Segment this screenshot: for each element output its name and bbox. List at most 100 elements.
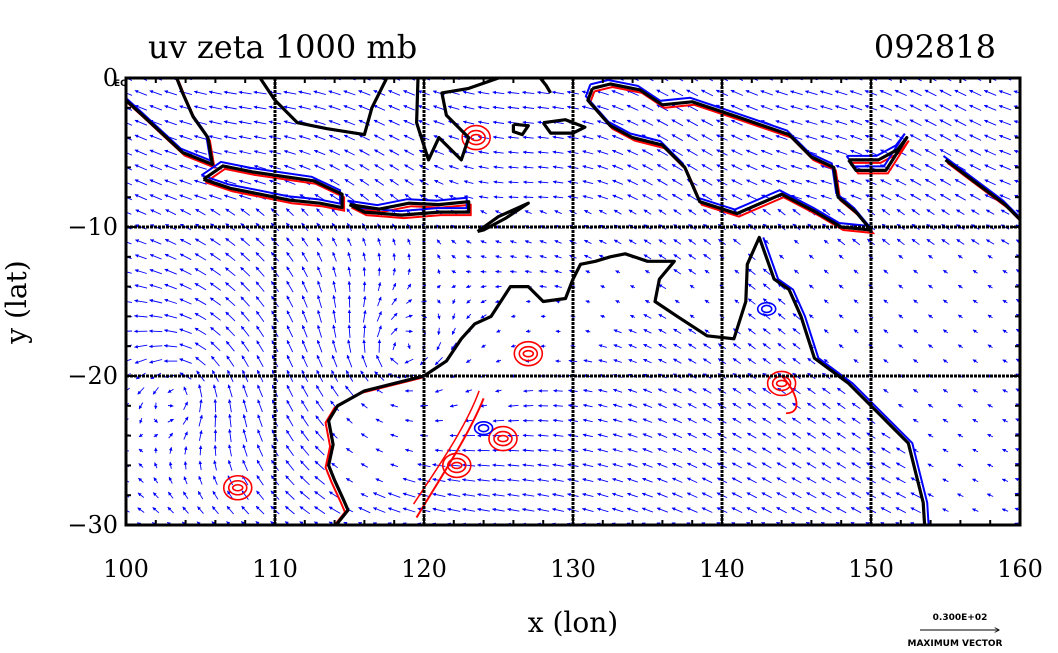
- wind-vector: [928, 254, 934, 259]
- wind-vector: [193, 90, 207, 95]
- wind-vector: [208, 194, 222, 200]
- wind-vector: [641, 149, 654, 156]
- wind-vector: [612, 492, 624, 498]
- wind-vector: [522, 165, 534, 170]
- wind-vector: [657, 193, 668, 201]
- wind-vector: [347, 266, 351, 277]
- wind-vector: [582, 165, 594, 170]
- wind-vector: [300, 460, 310, 471]
- wind-vector: [761, 492, 772, 499]
- wind-vector: [643, 343, 652, 349]
- wind-vector: [672, 403, 682, 409]
- wind-vector: [657, 178, 668, 186]
- wind-vector: [702, 388, 712, 394]
- wind-vector: [240, 266, 251, 277]
- wind-vector: [255, 208, 265, 216]
- wind-vector: [507, 507, 520, 512]
- wind-vector: [480, 284, 487, 289]
- wind-vector: [388, 119, 400, 126]
- wind-vector: [226, 355, 235, 367]
- wind-vector: [1002, 418, 1008, 423]
- wind-vector: [969, 104, 982, 111]
- wind-vector: [462, 448, 476, 453]
- wind-vector: [1000, 209, 1010, 215]
- wind-vector: [197, 491, 204, 500]
- wind-vector: [314, 521, 321, 525]
- wind-vector: [597, 477, 609, 483]
- wind-vector: [198, 475, 203, 485]
- wind-vector: [360, 493, 369, 498]
- wind-vector: [392, 342, 397, 351]
- wind-vector: [402, 492, 416, 498]
- wind-vector: [747, 343, 756, 350]
- wind-vector: [240, 311, 250, 322]
- wind-vector: [317, 280, 323, 293]
- wind-vector: [791, 477, 802, 484]
- wind-vector: [286, 414, 294, 427]
- wind-vector: [898, 344, 904, 349]
- wind-vector: [881, 462, 891, 469]
- wind-vector: [807, 357, 816, 365]
- wind-vector: [436, 342, 442, 351]
- wind-vector: [686, 492, 698, 498]
- wind-vector: [999, 179, 1011, 186]
- wind-vector: [509, 255, 517, 259]
- coastline-new-britain: [847, 136, 909, 172]
- wind-vector: [853, 299, 859, 304]
- wind-vector: [179, 313, 192, 320]
- wind-vector: [195, 208, 206, 216]
- wind-vector: [134, 134, 148, 141]
- wind-vector: [851, 417, 861, 424]
- wind-vector: [539, 269, 547, 274]
- wind-vector: [582, 194, 594, 199]
- wind-vector: [701, 193, 713, 201]
- wind-vector: [451, 284, 457, 288]
- wind-vector: [898, 254, 904, 259]
- wind-vector: [600, 285, 606, 289]
- wind-vector: [524, 255, 532, 259]
- wind-vector: [611, 90, 624, 96]
- wind-vector: [954, 134, 967, 141]
- wind-vector: [451, 254, 457, 259]
- wind-vector: [242, 459, 249, 471]
- wind-vector: [850, 194, 862, 200]
- wind-vector: [492, 120, 505, 125]
- wind-vector: [240, 252, 251, 262]
- wind-vector: [285, 490, 295, 500]
- wind-vector: [805, 521, 813, 525]
- wind-vector: [210, 208, 221, 216]
- wind-vector: [507, 150, 519, 155]
- wind-vector: [597, 194, 609, 200]
- wind-vector: [792, 328, 801, 335]
- wind-vector: [849, 90, 863, 96]
- wind-vector: [702, 432, 712, 439]
- wind-vector: [896, 447, 906, 454]
- wind-vector: [403, 119, 415, 126]
- wind-vector: [835, 149, 848, 155]
- wind-vector: [183, 386, 188, 396]
- wind-vector: [792, 313, 801, 320]
- wind-vector: [943, 269, 948, 274]
- wind-vector: [909, 104, 922, 112]
- wind-vector: [238, 194, 252, 200]
- wind-vector: [998, 90, 1012, 96]
- wind-vector: [1002, 359, 1008, 363]
- wind-vector: [433, 150, 445, 155]
- wind-vector: [806, 462, 817, 469]
- wind-vector: [928, 314, 934, 319]
- wind-vector: [317, 295, 323, 308]
- wind-vector: [643, 328, 652, 334]
- wind-vector: [210, 341, 221, 352]
- wind-vector: [927, 493, 934, 498]
- vector-legend-value: 0.300E+02: [933, 613, 988, 623]
- wind-vector: [894, 78, 907, 82]
- wind-vector: [256, 459, 264, 472]
- wind-vector: [179, 179, 192, 185]
- positive-vorticity-contour: [231, 483, 244, 492]
- wind-vector: [437, 327, 441, 336]
- wind-vector: [969, 119, 982, 126]
- wind-vector: [387, 492, 401, 498]
- wind-vector: [552, 448, 564, 452]
- wind-vector: [971, 209, 980, 215]
- wind-vector: [939, 193, 952, 201]
